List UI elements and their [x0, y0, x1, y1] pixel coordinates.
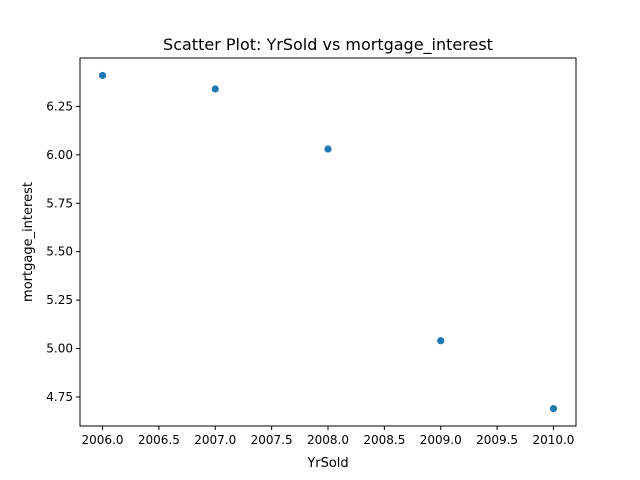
x-tick-label: 2009.0	[420, 433, 462, 447]
y-tick-label: 5.50	[46, 245, 73, 259]
data-points	[98, 71, 558, 413]
x-axis-label: YrSold	[306, 456, 348, 471]
y-tick-label: 5.00	[46, 342, 73, 356]
x-tick-label: 2010.0	[532, 433, 574, 447]
y-tick-label: 6.25	[46, 99, 73, 113]
data-point	[211, 85, 219, 93]
x-axis: 2006.0 2006.5 2007.0 2007.5 2008.0 2008.5 2009…	[82, 426, 574, 447]
x-tick-label: 2008.0	[307, 433, 349, 447]
data-point	[437, 337, 445, 345]
y-tick-label: 5.75	[46, 196, 73, 210]
y-tick-label: 6.00	[46, 148, 73, 162]
x-tick-label: 2006.0	[82, 433, 124, 447]
y-axis-label: mortgage_interest	[21, 182, 36, 302]
x-tick-label: 2007.0	[194, 433, 236, 447]
y-tick-label: 4.75	[46, 390, 73, 404]
data-point	[98, 71, 107, 80]
y-axis: 4.75 5.00 5.25 5.50 5.75 6.00 6.25	[46, 99, 80, 404]
data-point	[324, 145, 332, 153]
x-tick-label: 2006.5	[138, 433, 180, 447]
chart-title: Scatter Plot: YrSold vs mortgage_interes…	[163, 35, 493, 55]
x-tick-label: 2008.5	[363, 433, 405, 447]
y-tick-label: 5.25	[46, 293, 73, 307]
x-tick-label: 2009.5	[476, 433, 518, 447]
x-tick-label: 2007.5	[251, 433, 293, 447]
data-point	[549, 404, 558, 413]
